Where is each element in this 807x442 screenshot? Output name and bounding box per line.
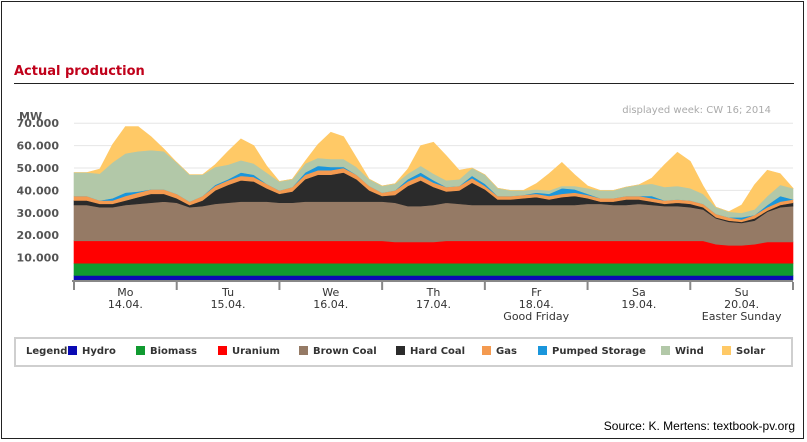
day-date-label: 17.04. bbox=[416, 298, 451, 311]
page-title: Actual production bbox=[14, 64, 145, 79]
y-tick-label: 30.000 bbox=[17, 207, 60, 220]
area-hydro bbox=[73, 275, 794, 281]
legend-swatch bbox=[482, 346, 491, 355]
legend-item: Pumped Storage bbox=[538, 346, 646, 357]
legend-label: Brown Coal bbox=[313, 346, 377, 357]
area-biomass bbox=[73, 262, 794, 276]
legend-swatch bbox=[538, 346, 547, 355]
y-tick-label: 10.000 bbox=[17, 252, 60, 265]
y-tick-label: 40.000 bbox=[17, 184, 60, 197]
legend-label: Hydro bbox=[82, 346, 116, 357]
y-tick-label: 70.000 bbox=[17, 117, 60, 130]
y-axis-label: MW bbox=[19, 110, 42, 123]
legend-swatch bbox=[722, 346, 731, 355]
legend-title: Legend: bbox=[26, 346, 72, 357]
day-name-label: Mo bbox=[117, 286, 133, 299]
legend-item: Brown Coal bbox=[299, 346, 377, 357]
day-name-label: Sa bbox=[632, 286, 646, 299]
source-credit: Source: K. Mertens: textbook-pv.org bbox=[603, 419, 795, 433]
legend-item: Biomass bbox=[136, 346, 197, 357]
day-date-label: 18.04. bbox=[519, 298, 554, 311]
legend-label: Pumped Storage bbox=[552, 346, 646, 357]
legend-item: Hard Coal bbox=[396, 346, 465, 357]
day-date-label: 15.04. bbox=[211, 298, 246, 311]
day-date-label: 20.04. bbox=[724, 298, 759, 311]
legend-swatch bbox=[299, 346, 308, 355]
y-tick-label: 60.000 bbox=[17, 140, 60, 153]
legend-item: Uranium bbox=[218, 346, 280, 357]
legend-item: Wind bbox=[661, 346, 704, 357]
week-annotation: displayed week: CW 16; 2014 bbox=[622, 105, 771, 116]
legend-swatch bbox=[136, 346, 145, 355]
legend-item: Gas bbox=[482, 346, 517, 357]
y-tick-label: 50.000 bbox=[17, 162, 60, 175]
legend-label: Gas bbox=[496, 346, 517, 357]
legend-label: Solar bbox=[736, 346, 766, 357]
area-brown-coal bbox=[73, 201, 794, 246]
legend-swatch bbox=[218, 346, 227, 355]
area-solar bbox=[74, 126, 794, 214]
day-date-label: 14.04. bbox=[108, 298, 143, 311]
legend-label: Biomass bbox=[150, 346, 197, 357]
day-date-label: 19.04. bbox=[621, 298, 656, 311]
legend-label: Uranium bbox=[232, 346, 280, 357]
day-name-label: We bbox=[322, 286, 339, 299]
day-note-label: Good Friday bbox=[503, 310, 569, 323]
day-name-label: Fr bbox=[531, 286, 542, 299]
day-date-label: 16.04. bbox=[313, 298, 348, 311]
day-name-label: Th bbox=[426, 286, 441, 299]
y-tick-label: 20.000 bbox=[17, 229, 60, 242]
title-divider bbox=[14, 83, 794, 84]
legend-swatch bbox=[68, 346, 77, 355]
legend-swatch bbox=[661, 346, 670, 355]
legend-swatch bbox=[396, 346, 405, 355]
legend: Legend: Hydro Biomass Uranium Brown Coal Har… bbox=[14, 337, 793, 367]
day-name-label: Su bbox=[735, 286, 749, 299]
legend-label: Hard Coal bbox=[410, 346, 466, 357]
area-uranium bbox=[73, 240, 794, 264]
legend-item: Hydro bbox=[68, 346, 116, 357]
day-note-label: Easter Sunday bbox=[702, 310, 782, 323]
day-name-label: Tu bbox=[221, 286, 234, 299]
legend-item: Solar bbox=[722, 346, 765, 357]
legend-label: Wind bbox=[675, 346, 704, 357]
